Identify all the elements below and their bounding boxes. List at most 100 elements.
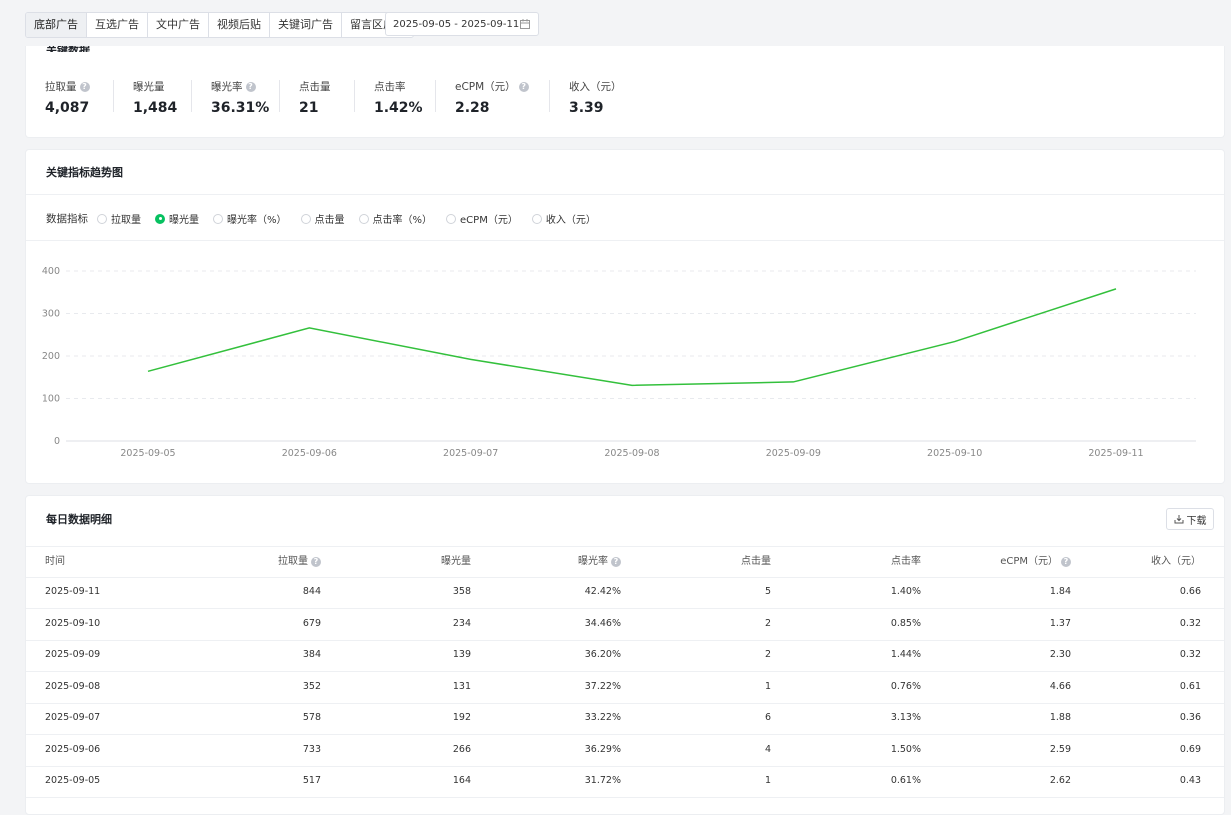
column-header-text: 拉取量 (278, 547, 308, 577)
table-cell: 1.84 (1050, 577, 1071, 607)
help-icon[interactable]: ? (611, 557, 621, 567)
column-header-text: 时间 (45, 547, 65, 577)
table-cell: 578 (303, 703, 321, 733)
table-cell: 2 (765, 609, 771, 639)
help-icon[interactable]: ? (311, 557, 321, 567)
kpi-label: 收入（元） (569, 79, 622, 94)
download-button[interactable]: 下载 (1166, 508, 1214, 530)
table-cell: 1 (765, 672, 771, 702)
column-header: 曝光率? (578, 547, 621, 577)
kpi-label-text: 曝光量 (133, 79, 165, 94)
table-cell: 2025-09-07 (45, 703, 100, 733)
table-cell: 4.66 (1050, 672, 1071, 702)
column-header: 收入（元） (1151, 547, 1201, 577)
table-cell: 2.62 (1050, 766, 1071, 796)
table-cell: 2 (765, 640, 771, 670)
ad-type-tabs: 底部广告 互选广告 文中广告 视频后贴 关键词广告 留言区广告 (25, 12, 414, 38)
help-icon[interactable]: ? (1061, 557, 1071, 567)
kpi-label-text: 点击率 (374, 79, 406, 94)
kpi-separator (549, 80, 550, 112)
table-cell: 5 (765, 577, 771, 607)
column-header: 点击率 (891, 547, 921, 577)
top-bar: 底部广告 互选广告 文中广告 视频后贴 关键词广告 留言区广告 2025-09-… (0, 0, 1231, 50)
kpi-label-text: 拉取量 (45, 79, 77, 94)
kpi-label: 曝光率? (211, 79, 269, 94)
column-header-text: 点击率 (891, 547, 921, 577)
tab-keyword-ad[interactable]: 关键词广告 (270, 13, 342, 37)
help-icon[interactable]: ? (519, 82, 529, 92)
kpi-separator (191, 80, 192, 112)
kpi-separator (113, 80, 114, 112)
table-cell: 679 (303, 609, 321, 639)
kpi-value: 1,484 (133, 100, 177, 116)
kpi-item: 拉取量? 4,087 (45, 79, 90, 116)
column-header: 拉取量? (278, 547, 321, 577)
y-tick-label: 200 (42, 351, 60, 362)
kpi-separator (279, 80, 280, 112)
kpi-value: 21 (299, 100, 331, 116)
table-cell: 352 (303, 672, 321, 702)
kpi-value: 3.39 (569, 100, 622, 116)
kpi-item: 曝光率?36.31% (211, 79, 269, 116)
x-tick-label: 2025-09-08 (604, 448, 659, 459)
kpi-item: 曝光量 1,484 (133, 79, 177, 116)
kpi-label: 点击率 (374, 79, 423, 94)
tab-video-post-ad[interactable]: 视频后贴 (209, 13, 270, 37)
table-cell: 139 (453, 640, 471, 670)
tab-mutual-ad[interactable]: 互选广告 (87, 13, 148, 37)
x-tick-label: 2025-09-05 (120, 448, 175, 459)
column-header-text: 收入（元） (1151, 547, 1201, 577)
table-cell: 2.59 (1050, 735, 1071, 765)
daily-detail-title: 每日数据明细 (46, 511, 112, 527)
table-cell: 0.85% (891, 609, 921, 639)
kpi-label-text: 曝光率 (211, 79, 243, 94)
x-tick-label: 2025-09-06 (282, 448, 337, 459)
table-cell: 0.61% (891, 766, 921, 796)
kpi-label-text: eCPM（元） (455, 79, 516, 94)
key-data-title: 关键数据 (46, 46, 90, 52)
date-range-picker[interactable]: 2025-09-05 - 2025-09-11 (385, 12, 539, 36)
tab-bottom-ad[interactable]: 底部广告 (26, 13, 87, 37)
table-cell: 2025-09-06 (45, 735, 100, 765)
table-cell: 358 (453, 577, 471, 607)
table-cell: 0.61 (1180, 672, 1201, 702)
download-label: 下载 (1187, 512, 1207, 527)
column-header-text: 点击量 (741, 547, 771, 577)
table-cell: 0.69 (1180, 735, 1201, 765)
date-range-text: 2025-09-05 - 2025-09-11 (393, 19, 519, 30)
table-cell: 131 (453, 672, 471, 702)
table-cell: 6 (765, 703, 771, 733)
help-icon[interactable]: ? (246, 82, 256, 92)
y-tick-label: 0 (54, 436, 60, 447)
kpi-separator (354, 80, 355, 112)
column-header: 点击量 (741, 547, 771, 577)
table-cell: 1.40% (891, 577, 921, 607)
column-header-text: 曝光率 (578, 547, 608, 577)
kpi-label: 曝光量 (133, 79, 177, 94)
help-icon[interactable]: ? (80, 82, 90, 92)
table-cell: 2025-09-09 (45, 640, 100, 670)
calendar-icon (520, 19, 530, 29)
x-tick-label: 2025-09-10 (927, 448, 982, 459)
y-tick-label: 100 (42, 394, 60, 405)
table-cell: 37.22% (585, 672, 621, 702)
kpi-item: eCPM（元）?2.28 (455, 79, 529, 116)
table-cell: 1.88 (1050, 703, 1071, 733)
table-cell: 0.76% (891, 672, 921, 702)
column-header: 时间 (45, 547, 65, 577)
table-cell: 1.37 (1050, 609, 1071, 639)
tab-in-article-ad[interactable]: 文中广告 (148, 13, 209, 37)
kpi-value: 4,087 (45, 100, 90, 116)
table-cell: 0.43 (1180, 766, 1201, 796)
